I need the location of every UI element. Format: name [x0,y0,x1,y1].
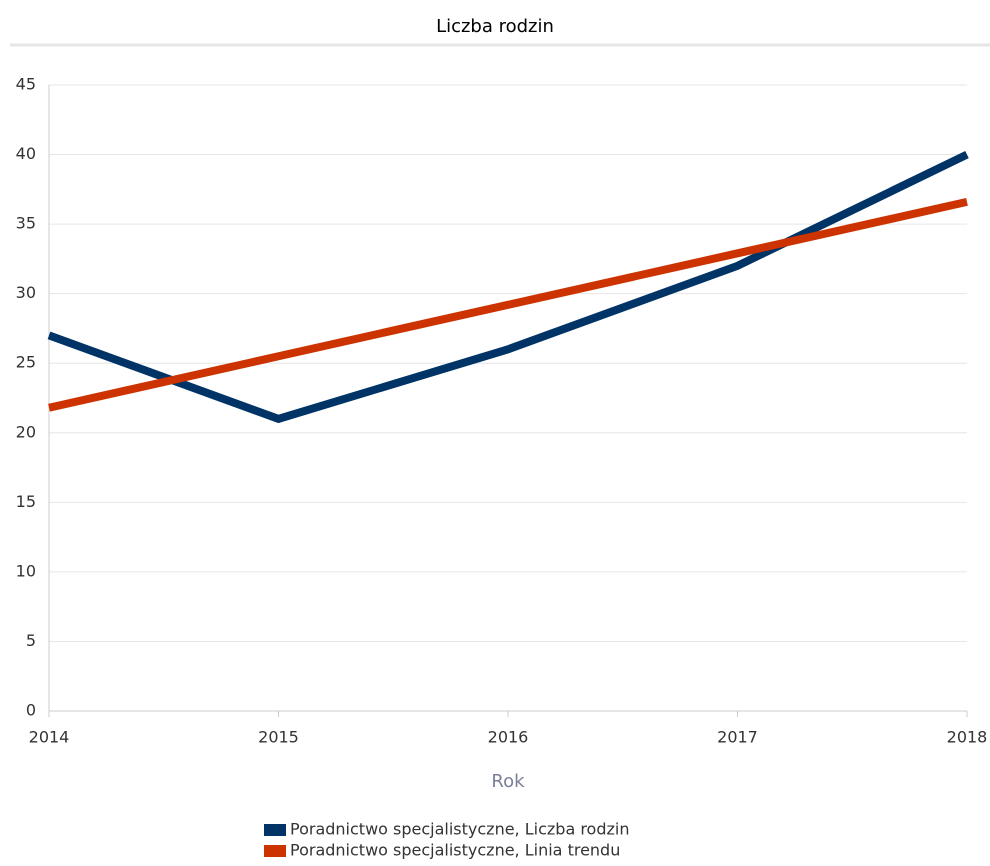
y-tick-label: 25 [16,353,36,372]
legend-swatch [264,845,286,857]
y-tick-label: 45 [16,75,36,94]
x-tick-label: 2017 [717,728,758,747]
x-tick-label: 2015 [258,728,299,747]
y-tick-label: 0 [26,701,36,720]
x-tick-label: 2016 [488,728,529,747]
legend-label: Poradnictwo specjalistyczne, Liczba rodz… [290,820,629,839]
y-tick-label: 20 [16,422,36,441]
y-tick-label: 10 [16,561,36,580]
x-tick-label: 2018 [947,728,988,747]
x-axis-label: Rok [491,771,525,792]
series-line [47,150,969,424]
y-tick-label: 35 [16,214,36,233]
chart-title: Liczba rodzin [436,16,554,37]
x-tick-label: 2014 [29,728,70,747]
y-tick-label: 40 [16,144,36,163]
series-line [48,197,968,412]
legend-label: Poradnictwo specjalistyczne, Linia trend… [290,841,620,860]
legend-swatch [264,824,286,836]
y-tick-label: 5 [26,631,36,650]
y-tick-label: 15 [16,492,36,511]
y-tick-label: 30 [16,283,36,302]
